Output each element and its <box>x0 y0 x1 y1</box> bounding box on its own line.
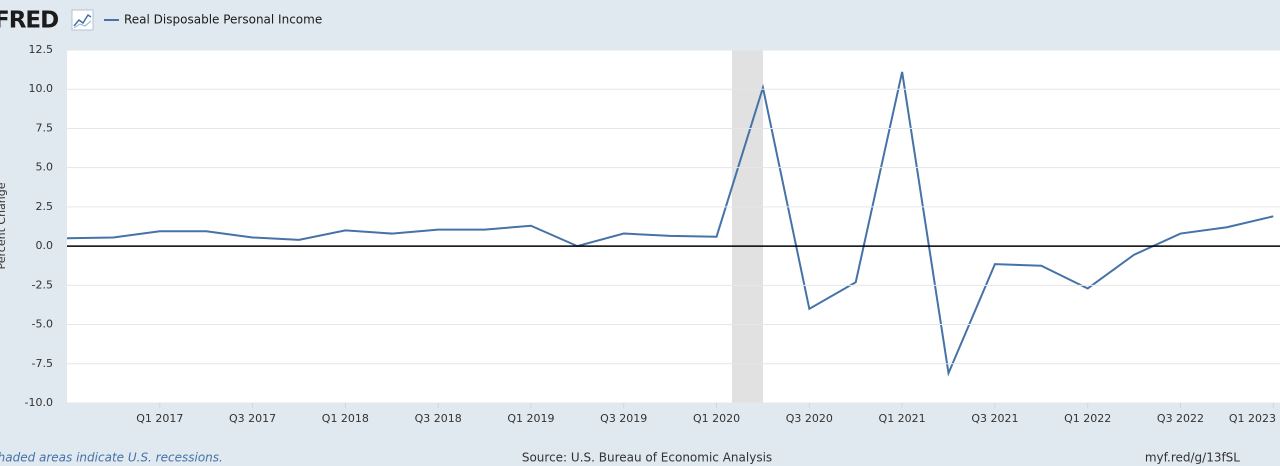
x-tick-label: Q3 2017 <box>229 412 276 425</box>
source: Source: U.S. Bureau of Economic Analysis <box>522 451 772 465</box>
plot-area <box>67 50 1280 403</box>
y-axis-label: Percent Change <box>0 182 8 269</box>
y-tick-label: 12.5 <box>29 43 54 56</box>
grid <box>67 49 1280 404</box>
x-tick-label: Q1 2017 <box>136 412 183 425</box>
plot <box>67 50 1274 403</box>
x-tick-label: Q1 2018 <box>322 412 369 425</box>
y-tick-label: -2.5 <box>32 278 53 291</box>
y-tick-label: 10.0 <box>29 82 54 95</box>
series-line <box>67 71 1274 377</box>
y-tick-label: 0.0 <box>36 239 54 252</box>
y-tick-label: -5.0 <box>32 318 53 331</box>
recession-band <box>731 50 763 403</box>
y-tick-label: 5.0 <box>36 161 54 174</box>
x-tick-label: Q1 2023 <box>1229 412 1276 425</box>
x-tick-label: Q3 2021 <box>971 412 1018 425</box>
x-tick-label: Q1 2021 <box>879 412 926 425</box>
x-tick-label: Q3 2018 <box>415 412 462 425</box>
x-tick-label: Q3 2022 <box>1157 412 1204 425</box>
x-tick-label: Q1 2022 <box>1064 412 1111 425</box>
x-tick-label: Q1 2019 <box>507 412 554 425</box>
x-tick-label: Q3 2019 <box>600 412 647 425</box>
logo: FRED <box>0 8 58 34</box>
legend-label: Real Disposable Personal Income <box>124 13 322 27</box>
y-tick-label: -10.0 <box>25 396 53 409</box>
x-tick-label: Q1 2020 <box>693 412 740 425</box>
y-tick-label: 2.5 <box>36 200 54 213</box>
recession-note: Shaded areas indicate U.S. recessions. <box>0 451 223 465</box>
y-tick-label: -7.5 <box>32 357 53 370</box>
y-tick-label: 7.5 <box>36 121 54 134</box>
x-tick-label: Q3 2020 <box>786 412 833 425</box>
logo-icon <box>71 9 94 31</box>
link: myf.red/g/13fSL <box>1145 451 1240 465</box>
